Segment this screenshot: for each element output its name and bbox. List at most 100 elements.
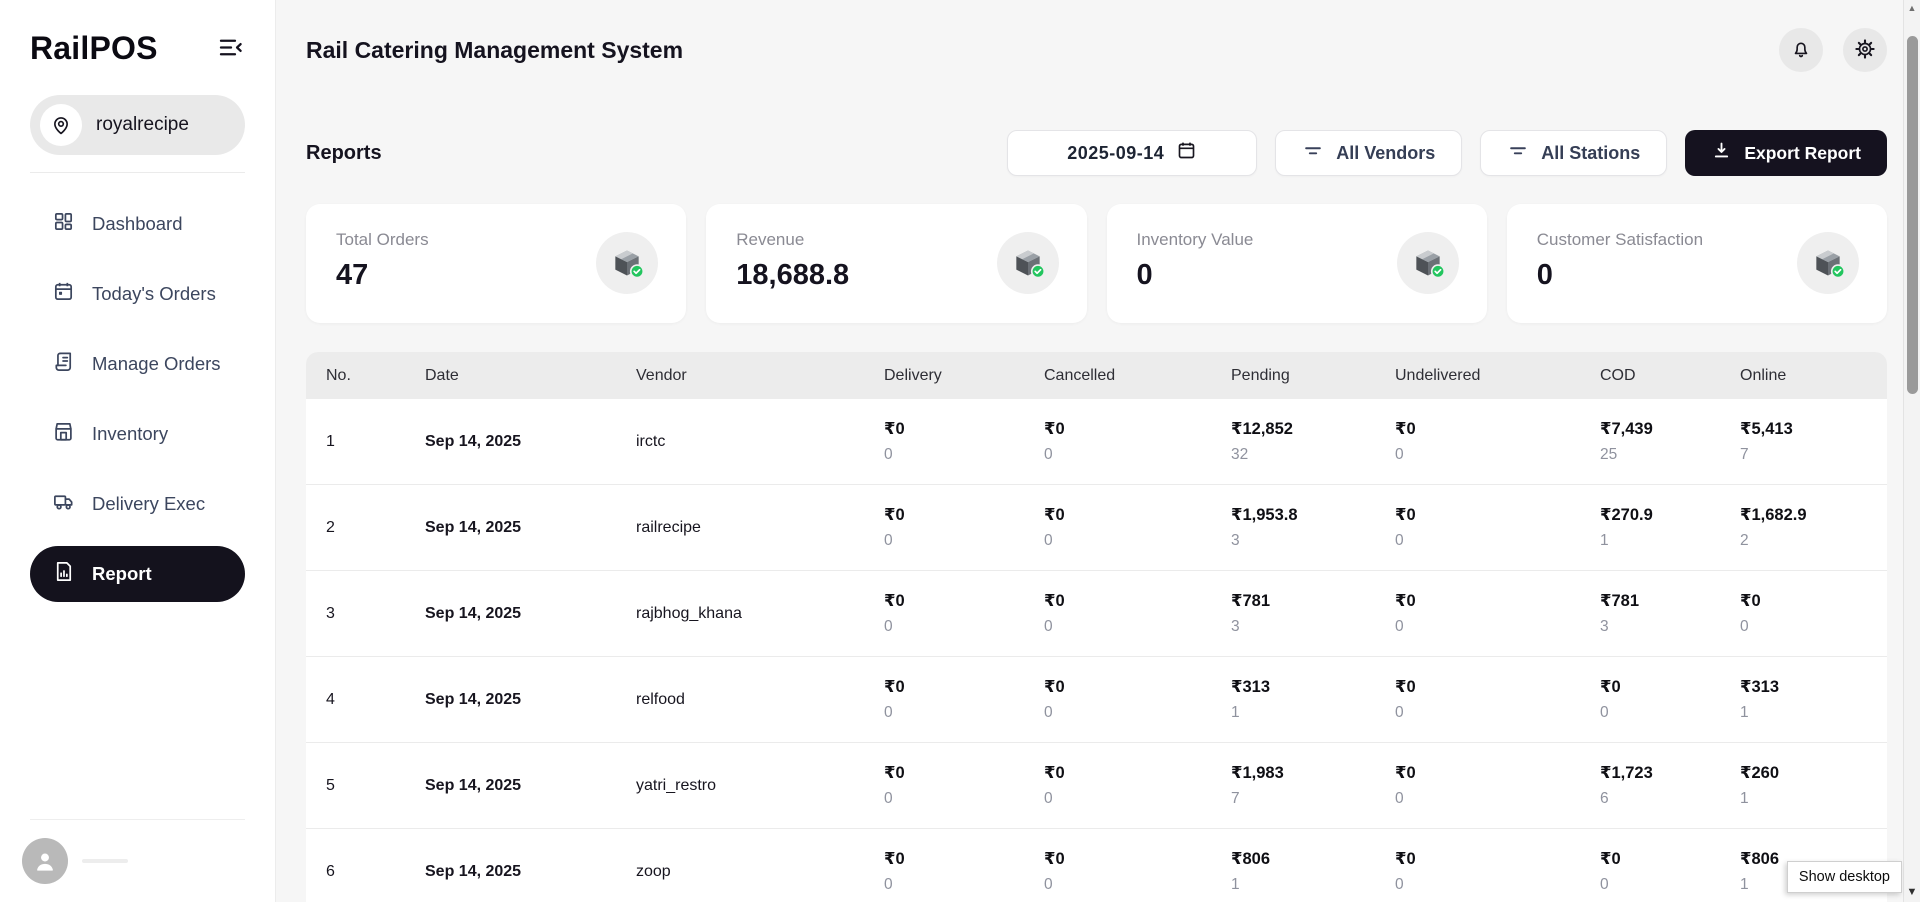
- pending-amount: ₹12,852: [1231, 420, 1293, 438]
- cod-count: 0: [1600, 703, 1609, 721]
- row-date: Sep 14, 2025: [425, 690, 522, 708]
- stat-card-revenue: Revenue 18,688.8: [706, 204, 1087, 323]
- stat-label: Customer Satisfaction: [1536, 230, 1704, 249]
- row-number: 1: [326, 432, 335, 450]
- export-report-button[interactable]: Export Report: [1685, 130, 1887, 176]
- row-date: Sep 14, 2025: [425, 862, 522, 880]
- pending-amount: ₹1,953.8: [1231, 506, 1298, 524]
- pending-count: 1: [1231, 703, 1240, 721]
- delivery-count: 0: [884, 703, 893, 721]
- pending-count: 3: [1231, 531, 1240, 549]
- menu-fold-icon: [217, 34, 244, 64]
- stations-filter[interactable]: All Stations: [1480, 130, 1668, 176]
- table-row: 4 Sep 14, 2025 relfood ₹0 0 ₹0 0 ₹313 1 …: [306, 657, 1887, 743]
- delivery-amount: ₹0: [884, 764, 905, 782]
- row-number: 6: [326, 862, 335, 880]
- cancelled-amount: ₹0: [1044, 764, 1065, 782]
- table-row: 5 Sep 14, 2025 yatri_restro ₹0 0 ₹0 0 ₹1…: [306, 743, 1887, 829]
- column-header-cancelled: Cancelled: [1044, 366, 1116, 384]
- row-vendor: zoop: [636, 862, 671, 880]
- notifications-button[interactable]: [1779, 28, 1823, 72]
- outlet-name: royalrecipe: [96, 114, 189, 135]
- cancelled-cell: ₹0 0: [1044, 851, 1231, 892]
- online-count: 7: [1740, 445, 1749, 463]
- sidebar-item-todays-orders[interactable]: Today's Orders: [30, 266, 245, 322]
- date-picker[interactable]: 2025-09-14: [1007, 130, 1258, 176]
- vendors-filter-label: All Vendors: [1336, 142, 1436, 163]
- cancelled-count: 0: [1044, 531, 1053, 549]
- topbar: Rail Catering Management System: [306, 28, 1887, 72]
- delivery-amount: ₹0: [884, 850, 905, 868]
- reports-toolbar: Reports 2025-09-14 A: [306, 130, 1887, 176]
- calendar-icon: [52, 280, 75, 308]
- online-cell: ₹806 1: [1740, 851, 1867, 892]
- package-check-icon: [1396, 232, 1459, 294]
- vendors-filter[interactable]: All Vendors: [1275, 130, 1463, 176]
- user-profile[interactable]: [22, 838, 245, 884]
- scrollbar-down-arrow-icon[interactable]: ▼: [1906, 886, 1918, 898]
- sidebar-item-report[interactable]: Report: [30, 546, 245, 602]
- stat-cards: Total Orders 47 Revenue 18,688.8: [306, 204, 1887, 323]
- cod-amount: ₹0: [1600, 850, 1621, 868]
- row-number: 5: [326, 776, 335, 794]
- cod-cell: ₹0 0: [1600, 679, 1740, 720]
- sidebar-item-dashboard[interactable]: Dashboard: [30, 196, 245, 252]
- scrollbar-thumb[interactable]: [1907, 36, 1918, 394]
- cancelled-amount: ₹0: [1044, 420, 1065, 438]
- pending-amount: ₹781: [1231, 592, 1271, 610]
- column-header-no: No.: [326, 366, 351, 384]
- online-cell: ₹0 0: [1740, 593, 1867, 634]
- online-amount: ₹806: [1740, 850, 1780, 868]
- gear-icon: [1854, 38, 1876, 63]
- row-vendor: yatri_restro: [636, 776, 717, 794]
- cod-cell: ₹270.9 1: [1600, 507, 1740, 548]
- package-check-icon: [1797, 232, 1859, 294]
- row-vendor: railrecipe: [636, 518, 701, 536]
- stations-filter-label: All Stations: [1541, 142, 1641, 163]
- pending-cell: ₹1,983 7: [1231, 765, 1395, 806]
- delivery-amount: ₹0: [884, 506, 905, 524]
- stat-value: 47: [336, 259, 369, 291]
- sidebar-item-inventory[interactable]: Inventory: [30, 406, 245, 462]
- export-report-label: Export Report: [1744, 142, 1861, 163]
- location-pin-icon: [40, 104, 82, 146]
- row-date: Sep 14, 2025: [425, 518, 522, 536]
- sidebar: RailPOS royalrecipe: [0, 0, 276, 902]
- undelivered-cell: ₹0 0: [1395, 851, 1600, 892]
- cod-amount: ₹0: [1600, 678, 1621, 696]
- undelivered-count: 0: [1395, 617, 1404, 635]
- table-row: 6 Sep 14, 2025 zoop ₹0 0 ₹0 0 ₹806 1 ₹0 …: [306, 829, 1887, 902]
- online-amount: ₹1,682.9: [1740, 506, 1807, 524]
- cod-cell: ₹781 3: [1600, 593, 1740, 634]
- sidebar-item-manage-orders[interactable]: Manage Orders: [30, 336, 245, 392]
- table-row: 3 Sep 14, 2025 rajbhog_khana ₹0 0 ₹0 0 ₹…: [306, 571, 1887, 657]
- online-count: 1: [1740, 703, 1749, 721]
- sidebar-footer-divider: [30, 819, 245, 820]
- app-logo: RailPOS: [30, 30, 158, 66]
- settings-button[interactable]: [1843, 28, 1887, 72]
- sidebar-collapse-button[interactable]: [215, 34, 245, 64]
- delivery-count: 0: [884, 789, 893, 807]
- bell-icon: [1790, 38, 1812, 63]
- online-cell: ₹260 1: [1740, 765, 1867, 806]
- store-icon: [52, 420, 75, 448]
- table-row: 2 Sep 14, 2025 railrecipe ₹0 0 ₹0 0 ₹1,9…: [306, 485, 1887, 571]
- cod-count: 0: [1600, 875, 1609, 893]
- cancelled-cell: ₹0 0: [1044, 421, 1231, 462]
- undelivered-amount: ₹0: [1395, 850, 1416, 868]
- reports-table: No. Date Vendor Delivery Cancelled Pendi…: [306, 352, 1887, 902]
- pending-amount: ₹313: [1231, 678, 1271, 696]
- row-date: Sep 14, 2025: [425, 776, 522, 794]
- truck-icon: [52, 490, 75, 518]
- outlet-selector[interactable]: royalrecipe: [30, 95, 245, 155]
- undelivered-amount: ₹0: [1395, 506, 1416, 524]
- sidebar-item-delivery-exec[interactable]: Delivery Exec: [30, 476, 245, 532]
- table-header-row: No. Date Vendor Delivery Cancelled Pendi…: [306, 352, 1887, 399]
- window-scrollbar[interactable]: ▲ ▼: [1903, 0, 1920, 902]
- row-date: Sep 14, 2025: [425, 432, 522, 450]
- sidebar-item-label: Manage Orders: [92, 353, 221, 374]
- date-value: 2025-09-14: [1067, 142, 1165, 163]
- cod-cell: ₹0 0: [1600, 851, 1740, 892]
- scrollbar-up-arrow-icon[interactable]: ▲: [1907, 3, 1917, 13]
- package-check-icon: [596, 232, 659, 294]
